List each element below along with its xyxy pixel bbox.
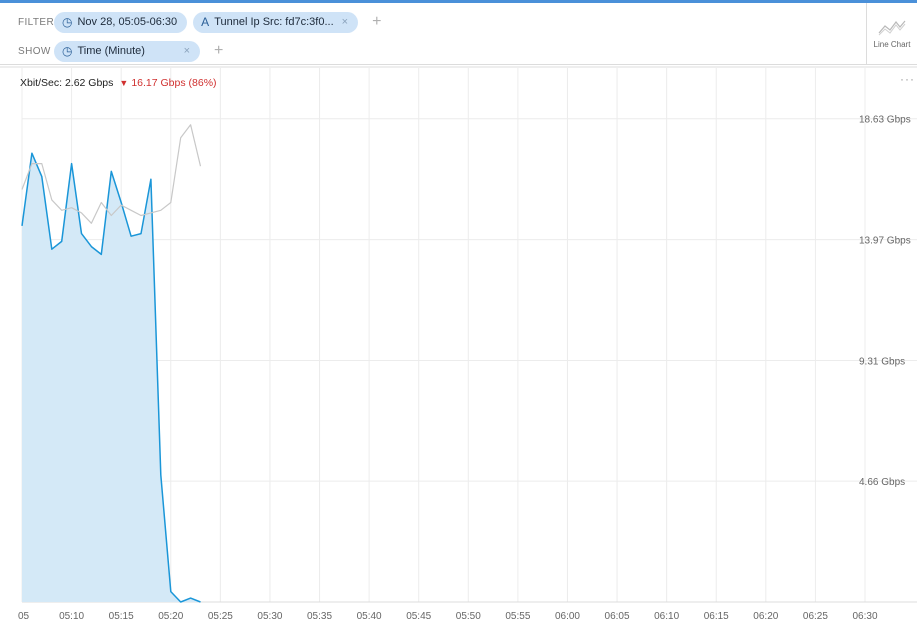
person-icon: A: [201, 15, 210, 29]
time-range-filter-label: Nov 28, 05:05-06:30: [77, 16, 178, 28]
x-tick-label: 05:20: [158, 611, 183, 622]
x-tick-label: 06:05: [605, 611, 630, 622]
x-tick-label: 05:30: [257, 611, 282, 622]
series-line-current: [21, 152, 201, 603]
y-tick-label: 13.97 Gbps: [859, 236, 911, 247]
chart-type-label: Line Chart: [873, 40, 911, 49]
x-tick-label: 06:00: [555, 611, 580, 622]
remove-show-icon[interactable]: ×: [183, 45, 190, 57]
show-label: SHOW: [18, 45, 51, 57]
x-tick-label: 05:40: [357, 611, 382, 622]
line-chart: 05 05:10 05:15 05:20 05:25 05:30 05:35 05:40 05:…: [18, 68, 917, 622]
clock-icon: ◷: [62, 44, 73, 58]
time-minute-show-label: Time (Minute): [77, 45, 145, 57]
chart-type-selector[interactable]: Line Chart: [866, 3, 917, 65]
x-tick-label: 05:45: [406, 611, 431, 622]
metric-value: Xbit/Sec: 2.62 Gbps: [20, 77, 114, 89]
filter-bar: FILTER ◷ Nov 28, 05:05-06:30 A Tunnel Ip…: [0, 3, 866, 65]
series-area-current: [22, 153, 201, 602]
chart-area: 05 05:10 05:15 05:20 05:25 05:30 05:35 05:40 05:…: [0, 68, 917, 622]
filter-row: FILTER ◷ Nov 28, 05:05-06:30 A Tunnel Ip…: [0, 7, 866, 37]
x-tick-label: 05:15: [109, 611, 134, 622]
remove-filter-icon[interactable]: ×: [341, 16, 349, 28]
x-tick-label: 05:55: [505, 611, 530, 622]
metric-readout: Xbit/Sec: 2.62 Gbps ▼ 16.17 Gbps (86%): [20, 77, 217, 89]
line-chart-icon: [878, 20, 906, 36]
x-tick-label: 06:10: [654, 611, 679, 622]
down-arrow-icon: ▼: [119, 78, 129, 88]
series-line-previous: [21, 124, 202, 224]
x-tick-label: 05:50: [456, 611, 481, 622]
time-range-filter-pill[interactable]: ◷ Nov 28, 05:05-06:30: [54, 11, 188, 33]
x-tick-label: 05: [18, 611, 30, 622]
top-accent-line: [0, 0, 917, 3]
toolbar-separator: [0, 66, 917, 68]
more-options-button[interactable]: ···: [900, 72, 915, 86]
add-show-button[interactable]: +: [214, 42, 224, 59]
add-filter-button[interactable]: +: [372, 13, 382, 30]
x-tick-label: 06:15: [704, 611, 729, 622]
y-tick-label: 4.66 Gbps: [859, 477, 905, 488]
metric-delta: 16.17 Gbps (86%): [131, 77, 217, 89]
x-tick-label: 06:25: [803, 611, 828, 622]
tunnel-ip-filter-label: Tunnel Ip Src: fd7c:3f0...: [214, 16, 334, 28]
x-tick-label: 05:10: [59, 611, 84, 622]
x-tick-label: 05:25: [208, 611, 233, 622]
x-tick-label: 06:20: [753, 611, 778, 622]
show-row: SHOW ◷ Time (Minute) × +: [0, 36, 866, 66]
time-minute-show-pill[interactable]: ◷ Time (Minute) ×: [54, 40, 200, 62]
y-tick-label: 9.31 Gbps: [859, 356, 905, 367]
filter-label: FILTER: [18, 16, 55, 28]
x-tick-label: 06:30: [852, 611, 877, 622]
y-tick-label: 18.63 Gbps: [859, 115, 911, 126]
clock-icon: ◷: [62, 15, 73, 29]
x-tick-label: 05:35: [307, 611, 332, 622]
tunnel-ip-filter-pill[interactable]: A Tunnel Ip Src: fd7c:3f0... ×: [193, 11, 359, 33]
